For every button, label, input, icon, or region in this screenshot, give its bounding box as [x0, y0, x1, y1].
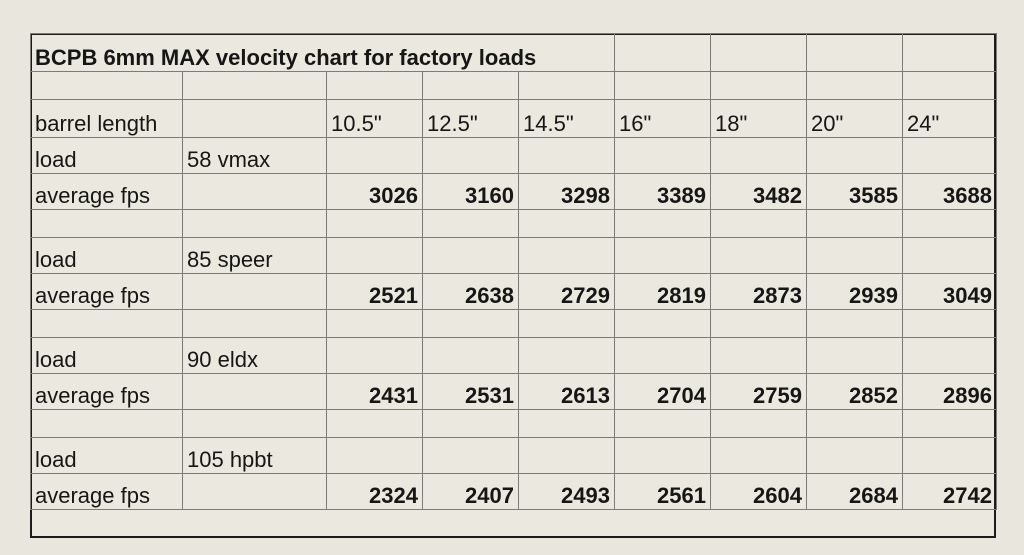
- fps-value: 3688: [902, 173, 997, 210]
- fps-value: 2521: [326, 273, 423, 310]
- spacer-row: [30, 71, 997, 100]
- fps-value: 3585: [806, 173, 903, 210]
- fps-value: 3482: [710, 173, 807, 210]
- fps-value: 2684: [806, 473, 903, 510]
- empty-cell: [182, 273, 327, 310]
- barrel-length-header: 20": [806, 99, 903, 138]
- fps-value: 2819: [614, 273, 711, 310]
- barrel-length-label: barrel length: [30, 99, 183, 138]
- load-name: 58 vmax: [182, 137, 327, 174]
- fps-row: average fps 2521 2638 2729 2819 2873 293…: [30, 273, 997, 310]
- barrel-length-header: 18": [710, 99, 807, 138]
- empty-cell: [614, 33, 711, 72]
- empty-cell: [182, 173, 327, 210]
- fps-value: 2638: [422, 273, 519, 310]
- fps-label: average fps: [30, 373, 183, 410]
- fps-value: 3160: [422, 173, 519, 210]
- fps-value: 2493: [518, 473, 615, 510]
- fps-value: 3026: [326, 173, 423, 210]
- empty-cell: [902, 33, 997, 72]
- load-label: load: [30, 337, 183, 374]
- load-label: load: [30, 437, 183, 474]
- velocity-table: BCPB 6mm MAX velocity chart for factory …: [30, 33, 997, 510]
- empty-cell: [182, 373, 327, 410]
- fps-row: average fps 3026 3160 3298 3389 3482 358…: [30, 173, 997, 210]
- fps-label: average fps: [30, 273, 183, 310]
- fps-value: 2431: [326, 373, 423, 410]
- fps-value: 3049: [902, 273, 997, 310]
- spacer-row: [30, 409, 997, 438]
- spacer-row: [30, 209, 997, 238]
- fps-label: average fps: [30, 473, 183, 510]
- fps-value: 2896: [902, 373, 997, 410]
- fps-value: 2704: [614, 373, 711, 410]
- empty-cell: [182, 99, 327, 138]
- barrel-length-header: 10.5": [326, 99, 423, 138]
- fps-value: 2604: [710, 473, 807, 510]
- fps-value: 2613: [518, 373, 615, 410]
- fps-label: average fps: [30, 173, 183, 210]
- load-name: 90 eldx: [182, 337, 327, 374]
- load-row: load 105 hpbt: [30, 437, 997, 474]
- load-label: load: [30, 137, 183, 174]
- load-name: 105 hpbt: [182, 437, 327, 474]
- fps-value: 3298: [518, 173, 615, 210]
- fps-value: 2939: [806, 273, 903, 310]
- fps-value: 2531: [422, 373, 519, 410]
- load-label: load: [30, 237, 183, 274]
- barrel-length-row: barrel length 10.5" 12.5" 14.5" 16" 18" …: [30, 99, 997, 138]
- empty-cell: [710, 33, 807, 72]
- fps-value: 3389: [614, 173, 711, 210]
- fps-row: average fps 2431 2531 2613 2704 2759 285…: [30, 373, 997, 410]
- chart-title: BCPB 6mm MAX velocity chart for factory …: [30, 33, 615, 72]
- barrel-length-header: 14.5": [518, 99, 615, 138]
- fps-value: 2324: [326, 473, 423, 510]
- spacer-row: [30, 309, 997, 338]
- empty-cell: [182, 473, 327, 510]
- empty-cell: [806, 33, 903, 72]
- fps-value: 2561: [614, 473, 711, 510]
- fps-value: 2407: [422, 473, 519, 510]
- fps-value: 2852: [806, 373, 903, 410]
- fps-value: 2873: [710, 273, 807, 310]
- fps-value: 2742: [902, 473, 997, 510]
- fps-row: average fps 2324 2407 2493 2561 2604 268…: [30, 473, 997, 510]
- fps-value: 2759: [710, 373, 807, 410]
- load-row: load 58 vmax: [30, 137, 997, 174]
- barrel-length-header: 12.5": [422, 99, 519, 138]
- barrel-length-header: 24": [902, 99, 997, 138]
- load-name: 85 speer: [182, 237, 327, 274]
- load-row: load 85 speer: [30, 237, 997, 274]
- barrel-length-header: 16": [614, 99, 711, 138]
- fps-value: 2729: [518, 273, 615, 310]
- load-row: load 90 eldx: [30, 337, 997, 374]
- title-row: BCPB 6mm MAX velocity chart for factory …: [30, 33, 997, 72]
